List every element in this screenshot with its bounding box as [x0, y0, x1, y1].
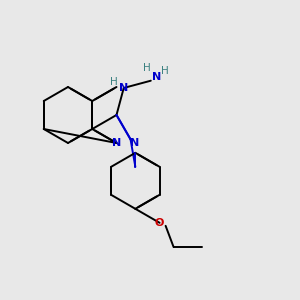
Text: N: N: [112, 138, 121, 148]
Text: H: H: [143, 63, 151, 73]
Text: H: H: [161, 66, 169, 76]
Text: H: H: [110, 77, 118, 87]
Text: N: N: [119, 83, 128, 93]
Text: N: N: [130, 138, 139, 148]
Text: N: N: [152, 72, 161, 82]
Text: O: O: [155, 218, 164, 228]
